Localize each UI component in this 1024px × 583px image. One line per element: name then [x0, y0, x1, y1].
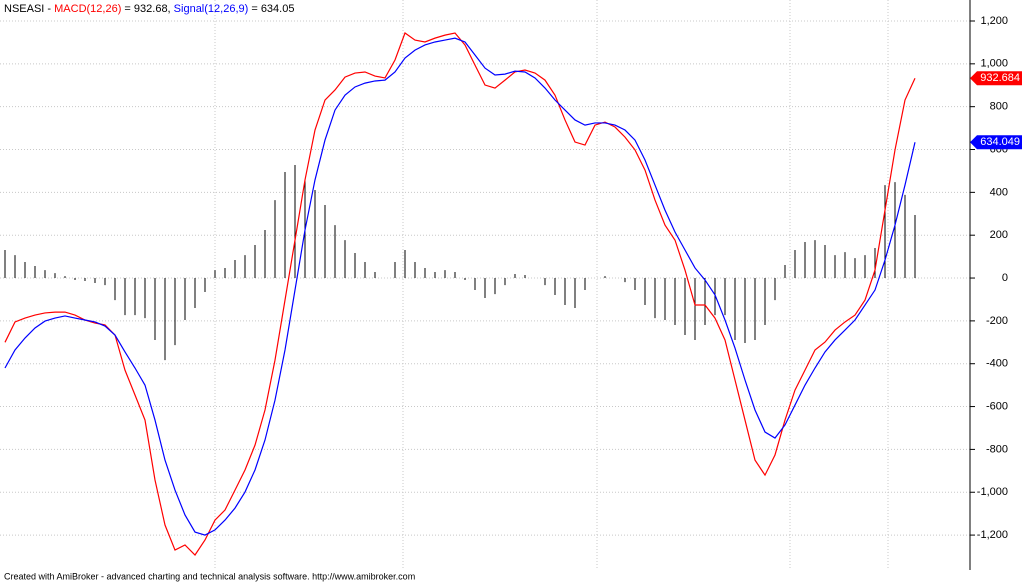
header: NSEASI - MACD(12,26) = 932.68, Signal(12… — [4, 3, 294, 15]
y-tick-label: -400 — [986, 358, 1008, 370]
y-tick-label: -200 — [986, 315, 1008, 327]
header-signal-value: = 634.05 — [248, 3, 294, 15]
legend-macd: MACD(12,26) — [54, 3, 121, 15]
y-tick-label: -800 — [986, 443, 1008, 455]
vertical-grid — [214, 0, 889, 570]
y-tick-label: 1,000 — [980, 58, 1008, 70]
y-tick-label: -1,200 — [977, 529, 1008, 541]
value-tag-label: 634.049 — [980, 136, 1020, 148]
y-tick-label: 800 — [990, 101, 1008, 113]
y-tick-label: 1,200 — [980, 15, 1008, 27]
y-axis: -1,200-1,000-800-600-400-200020040060080… — [970, 15, 1022, 541]
plot — [4, 32, 916, 556]
footer: Created with AmiBroker - advanced charti… — [4, 571, 415, 581]
line-series — [4, 37, 916, 536]
y-tick-label: 200 — [990, 229, 1008, 241]
y-tick-label: -1,000 — [977, 486, 1008, 498]
header-macd-value: = 932.68, — [121, 3, 173, 15]
line-series — [4, 32, 916, 556]
legend-signal: Signal(12,26,9) — [174, 3, 249, 15]
y-tick-label: 400 — [990, 186, 1008, 198]
y-tick-label: 0 — [1002, 272, 1008, 284]
value-tag-label: 932.684 — [980, 72, 1020, 84]
value-tag — [970, 71, 1022, 86]
y-tick-label: -600 — [986, 400, 1008, 412]
value-tag — [970, 135, 1022, 150]
header-symbol: NSEASI - — [4, 3, 54, 15]
